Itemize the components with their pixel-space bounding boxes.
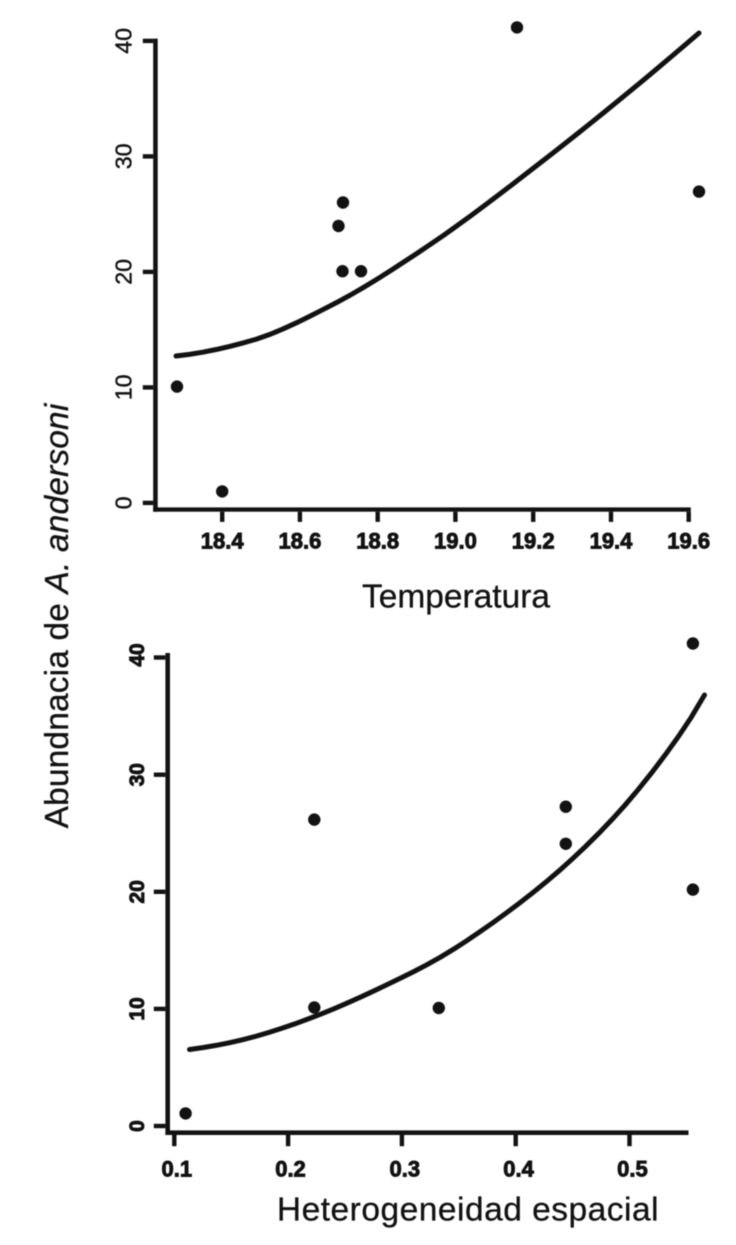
svg-text:40: 40 (111, 28, 137, 54)
svg-text:0: 0 (126, 1120, 149, 1132)
svg-text:18.8: 18.8 (356, 528, 399, 553)
svg-text:0.2: 0.2 (275, 1157, 306, 1182)
svg-text:Abundnacia de A. andersoni: Abundnacia de A. andersoni (39, 402, 76, 828)
svg-text:18.6: 18.6 (278, 528, 321, 553)
svg-text:0: 0 (111, 496, 137, 509)
svg-text:19.4: 19.4 (590, 528, 634, 553)
svg-text:0.1: 0.1 (162, 1157, 193, 1182)
svg-text:30: 30 (126, 763, 149, 786)
svg-text:Temperatura: Temperatura (362, 579, 550, 616)
svg-text:10: 10 (111, 375, 137, 401)
svg-text:19.2: 19.2 (512, 528, 555, 553)
svg-text:0.4: 0.4 (503, 1157, 534, 1182)
svg-text:19.6: 19.6 (667, 528, 710, 553)
svg-text:10: 10 (126, 997, 149, 1020)
svg-text:Heterogeneidad espacial: Heterogeneidad espacial (277, 1191, 659, 1228)
svg-text:30: 30 (111, 144, 137, 170)
svg-text:20: 20 (126, 880, 149, 903)
svg-text:19.0: 19.0 (434, 528, 477, 553)
svg-text:18.4: 18.4 (201, 528, 245, 553)
svg-text:20: 20 (111, 259, 137, 285)
svg-text:0.3: 0.3 (390, 1157, 421, 1182)
svg-text:0.5: 0.5 (617, 1157, 648, 1182)
svg-text:40: 40 (126, 643, 149, 666)
